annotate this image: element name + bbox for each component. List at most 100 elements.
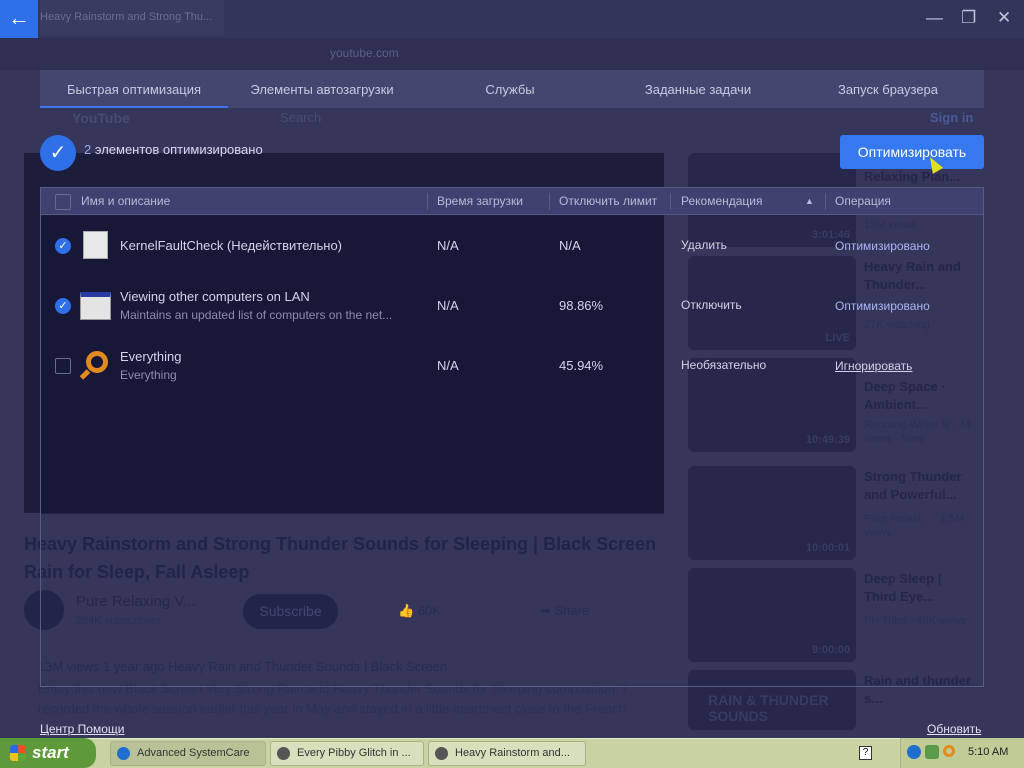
like-count: 60K	[417, 603, 441, 618]
column-name[interactable]: Имя и описание	[81, 194, 171, 208]
items-table	[40, 187, 984, 687]
duration: 10:49:39	[805, 434, 850, 446]
tab-quick-optimization[interactable]: Быстрая оптимизация	[66, 82, 202, 97]
url-field[interactable]: youtube.com	[330, 46, 399, 60]
thumbs-up-icon: 👍	[398, 603, 418, 618]
sidebar-video-title[interactable]: Strong Thunder and Powerful...	[864, 469, 962, 502]
minimize-icon[interactable]: —	[926, 8, 943, 27]
back-arrow-icon[interactable]: ←	[0, 0, 38, 38]
sidebar-video-title[interactable]: Deep Space · Ambient...	[864, 379, 946, 412]
file-icon	[83, 231, 108, 259]
sort-ascending-icon[interactable]: ▲	[805, 196, 814, 206]
tab-scheduled-tasks[interactable]: Заданные задачи	[644, 82, 752, 97]
column-recommendation[interactable]: Рекомендация	[681, 194, 763, 208]
column-boot-time[interactable]: Время загрузки	[437, 194, 523, 208]
sidebar-thumb[interactable]: 9:00:00	[688, 568, 856, 662]
column-limit[interactable]: Отключить лимит	[559, 194, 658, 208]
taskbar-item[interactable]: Every Pibby Glitch in ...	[270, 741, 424, 766]
sidebar-video-meta: 12M views	[864, 219, 916, 231]
channel-avatar[interactable]	[24, 590, 64, 630]
sidebar-thumb[interactable]: LIVE	[688, 256, 856, 350]
row-name: Viewing other computers on LAN	[120, 289, 310, 304]
row-name: KernelFaultCheck (Недействительно)	[120, 238, 343, 253]
row-limit: N/A	[559, 238, 581, 253]
active-tab-indicator	[40, 106, 228, 108]
row-boot-time: N/A	[437, 238, 459, 253]
column-divider	[549, 193, 550, 210]
taskbar-item[interactable]: Advanced SystemCare	[110, 741, 266, 766]
video-title: Heavy Rainstorm and Strong Thunder Sound…	[24, 534, 657, 582]
browser-tab[interactable]: Heavy Rainstorm and Strong Thu...	[40, 0, 224, 36]
row-description: Everything	[120, 368, 177, 382]
sidebar-thumb[interactable]: RAIN & THUNDER SOUNDS	[688, 670, 856, 730]
task-label: Heavy Rainstorm and...	[455, 747, 570, 759]
select-all-checkbox[interactable]	[55, 194, 71, 210]
magnifier-icon	[86, 351, 108, 373]
tab-browser-launch[interactable]: Запуск браузера	[837, 82, 939, 97]
channel-name[interactable]: Pure Relaxing V...	[76, 593, 196, 610]
tab-startup-items[interactable]: Элементы автозагрузки	[250, 82, 394, 97]
browser-tab-title: Heavy Rainstorm and Strong Thu...	[40, 11, 213, 23]
sidebar-video-meta: Relaxing White N · 44 views · New	[864, 419, 971, 445]
column-divider	[427, 193, 428, 210]
youtube-search-input[interactable]: Search	[280, 110, 322, 125]
thumb-text: RAIN & THUNDER SOUNDS	[708, 692, 829, 724]
refresh-link[interactable]: Обновить	[927, 722, 982, 736]
optimization-summary: 2 элементов оптимизировано	[84, 142, 263, 157]
subscriber-count: 264K subscribers	[76, 615, 161, 627]
row-operation: Оптимизировано	[835, 299, 930, 313]
like-button[interactable]: 👍 60K	[398, 603, 441, 619]
systemcare-tray-icon[interactable]	[907, 745, 921, 759]
systemcare-icon	[117, 747, 130, 760]
tab-services[interactable]: Службы	[485, 82, 535, 97]
row-boot-time: N/A	[437, 298, 459, 313]
sidebar-thumb[interactable]: 10:00:01	[688, 466, 856, 560]
share-label: Share	[554, 603, 590, 618]
close-icon[interactable]: ✕	[997, 8, 1012, 27]
video-tags[interactable]: Heavy Rain and Thunder Sounds | Black Sc…	[168, 659, 448, 674]
sidebar-thumb[interactable]: 10:49:39	[688, 358, 856, 452]
video-views: 13M views 1 year ago Heavy Rain and Thun…	[38, 659, 447, 674]
youtube-logo[interactable]: YouTube	[72, 110, 130, 126]
table-header	[41, 188, 983, 215]
clock: 5:10 AM	[968, 746, 1009, 758]
taskbar-item[interactable]: Heavy Rainstorm and...	[428, 741, 586, 766]
ignore-link[interactable]: Игнорировать	[835, 359, 913, 373]
dialog-tab-bar	[40, 70, 984, 108]
sidebar-video-meta: PH Tribe · 49K views	[864, 615, 967, 627]
sidebar-video-title[interactable]: Heavy Rain and Thunder...	[864, 259, 961, 292]
summary-text: элементов оптимизировано	[91, 142, 263, 157]
everything-tray-icon[interactable]	[943, 745, 955, 757]
row-boot-time: N/A	[437, 358, 459, 373]
row-checkbox[interactable]: ✓	[55, 238, 71, 254]
row-limit: 45.94%	[559, 358, 604, 373]
sidebar-video-title[interactable]: Deep Sleep | Third Eye...	[864, 571, 942, 604]
sidebar-video-meta: 27K watching	[864, 319, 931, 331]
video-description: Enjoy this new Black Screen Very Strong …	[38, 681, 626, 716]
help-icon[interactable]: ?	[859, 746, 872, 760]
column-divider	[825, 193, 826, 210]
duration: LIVE	[825, 332, 850, 344]
sign-in-button[interactable]: Sign in	[930, 110, 974, 125]
restore-icon[interactable]: ❐	[961, 8, 977, 27]
sidebar-video-meta: Pure Relaxi... · 1.5M views	[864, 513, 965, 539]
sidebar-video-title[interactable]: Rain and thunder s...	[864, 673, 971, 706]
row-checkbox[interactable]	[55, 358, 71, 374]
column-divider	[670, 193, 671, 210]
browser-icon	[435, 747, 448, 760]
duration: 3:01:46	[812, 229, 850, 241]
column-operation[interactable]: Операция	[835, 194, 891, 208]
optimize-button[interactable]: Оптимизировать	[840, 135, 984, 169]
share-button[interactable]: ➦ Share	[540, 603, 589, 619]
help-center-link[interactable]: Центр Помощи	[40, 722, 125, 736]
views-text: 13M views 1 year ago	[38, 659, 165, 674]
network-tray-icon[interactable]	[925, 745, 939, 759]
row-operation: Оптимизировано	[835, 239, 930, 253]
subscribe-button[interactable]: Subscribe	[243, 594, 338, 629]
summary-count: 2	[84, 142, 92, 157]
windows-logo-icon	[10, 745, 26, 761]
row-checkbox[interactable]: ✓	[55, 298, 71, 314]
row-recommendation: Необязательно	[681, 358, 767, 372]
checkmark-icon: ✓	[40, 135, 76, 171]
row-recommendation: Отключить	[681, 298, 742, 312]
